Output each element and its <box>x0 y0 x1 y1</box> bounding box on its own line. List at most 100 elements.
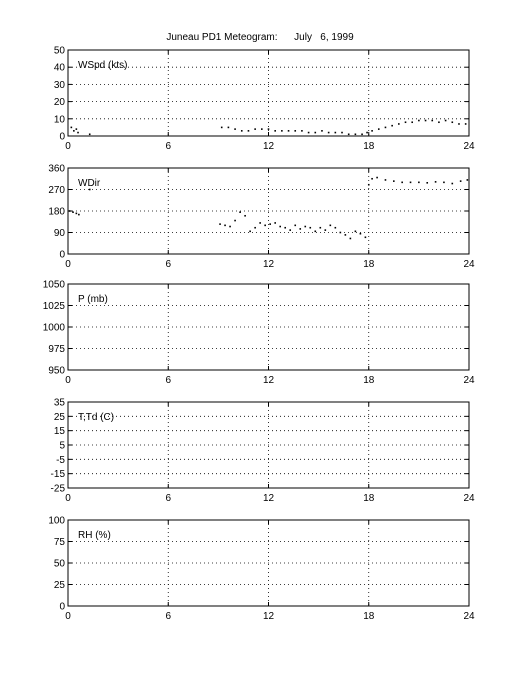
x-tick-label: 0 <box>65 259 71 270</box>
data-point <box>459 180 462 182</box>
data-point <box>354 133 357 136</box>
x-tick-label: 18 <box>363 375 375 386</box>
data-point <box>344 234 347 236</box>
x-tick-label: 24 <box>463 375 475 386</box>
data-point <box>259 222 261 224</box>
data-point <box>364 236 367 239</box>
data-point <box>244 214 246 217</box>
data-point <box>304 225 307 228</box>
data-point <box>75 128 78 130</box>
data-point <box>264 224 266 227</box>
data-point <box>70 126 73 129</box>
y-tick-label: 50 <box>54 46 66 57</box>
x-tick-label: 12 <box>263 375 275 386</box>
panel-label: RH (%) <box>78 530 111 541</box>
data-point <box>404 121 407 124</box>
y-tick-label: 35 <box>54 398 66 409</box>
data-point <box>391 124 393 127</box>
panel-label: WDir <box>78 178 101 189</box>
y-tick-label: 1000 <box>43 323 66 334</box>
data-point <box>299 228 302 230</box>
y-tick-label: 5 <box>59 441 65 452</box>
panel-2: 0 6 12 18 24 0 90 180 270 360 WDir <box>48 164 475 271</box>
data-point <box>321 130 323 132</box>
figure-title: Juneau PD1 Meteogram: July 6, 1999 <box>166 32 354 43</box>
data-point <box>77 131 79 134</box>
data-point <box>431 119 434 122</box>
data-point <box>329 224 332 227</box>
data-point <box>219 223 221 225</box>
data-point <box>371 130 373 132</box>
y-tick-label: -25 <box>51 484 66 495</box>
panel-1: 0 6 12 18 24 0 10 20 30 40 50 WSpd (kts) <box>54 46 475 153</box>
data-point <box>88 188 91 191</box>
y-tick-label: 975 <box>48 344 65 355</box>
data-point <box>409 181 412 184</box>
y-tick-label: 20 <box>54 97 66 108</box>
data-point <box>284 226 287 229</box>
y-tick-label: 1050 <box>43 280 66 291</box>
data-point <box>239 211 241 213</box>
x-tick-label: 0 <box>65 375 71 386</box>
data-point <box>224 224 226 227</box>
data-point <box>249 230 251 233</box>
x-tick-label: 24 <box>463 141 475 152</box>
data-point <box>361 133 363 136</box>
data-point <box>444 119 447 122</box>
data-point <box>274 130 276 132</box>
data-point <box>354 230 357 233</box>
data-point <box>254 226 256 229</box>
x-tick-label: 18 <box>363 611 375 622</box>
data-point <box>220 126 223 129</box>
data-point <box>458 123 460 125</box>
x-tick-label: 0 <box>65 611 71 622</box>
y-tick-label: 0 <box>59 132 65 143</box>
data-point <box>274 222 276 224</box>
data-point <box>438 121 440 124</box>
data-point <box>377 128 380 130</box>
panel-label: WSpd (kts) <box>78 60 127 71</box>
data-point <box>240 130 243 132</box>
data-point <box>334 131 337 134</box>
data-point <box>269 223 271 225</box>
data-point <box>307 131 310 134</box>
panel-label: T,Td (C) <box>78 412 114 423</box>
data-point <box>294 130 297 132</box>
data-point <box>426 182 429 184</box>
data-point <box>466 179 469 181</box>
x-tick-label: 12 <box>263 259 275 270</box>
y-tick-label: 10 <box>54 114 66 125</box>
x-tick-label: 0 <box>65 493 71 504</box>
x-tick-label: 6 <box>165 259 171 270</box>
data-point <box>418 119 420 122</box>
y-tick-label: -5 <box>56 455 65 466</box>
data-point <box>281 130 283 132</box>
data-point <box>324 229 327 231</box>
data-point <box>451 121 454 124</box>
panel-label: P (mb) <box>78 294 108 305</box>
data-point <box>371 177 373 180</box>
data-point <box>78 213 80 216</box>
data-point <box>247 130 250 132</box>
data-point <box>68 210 71 212</box>
x-tick-label: 0 <box>65 141 71 152</box>
data-point <box>88 133 91 136</box>
data-point <box>418 181 420 184</box>
x-tick-label: 24 <box>463 611 475 622</box>
y-tick-label: 0 <box>59 250 65 261</box>
y-tick-label: -15 <box>51 469 66 480</box>
data-point <box>254 128 256 130</box>
y-tick-label: 40 <box>54 63 66 74</box>
y-tick-label: 950 <box>48 366 65 377</box>
y-tick-label: 180 <box>48 207 65 218</box>
data-point <box>261 128 263 130</box>
data-point <box>384 179 387 181</box>
y-tick-label: 25 <box>54 580 66 591</box>
data-point <box>73 130 75 132</box>
data-point <box>411 121 413 124</box>
x-tick-label: 18 <box>363 259 375 270</box>
y-tick-label: 15 <box>54 426 66 437</box>
panel-3: 0 6 12 18 24 950 975 1000 1025 1050 P (mb) <box>43 280 475 387</box>
data-point <box>349 237 352 240</box>
